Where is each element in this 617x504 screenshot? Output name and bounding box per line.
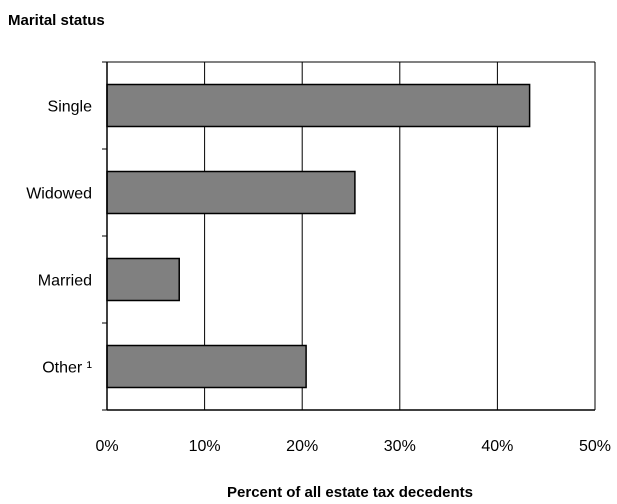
bar	[106, 83, 531, 128]
chart-title: Marital status	[8, 12, 105, 29]
x-tick-label: 20%	[286, 438, 318, 455]
x-tick-label: 30%	[384, 438, 416, 455]
x-axis-title: Percent of all estate tax decedents	[227, 484, 473, 501]
bar	[106, 344, 307, 389]
axes	[102, 61, 595, 411]
category-label: Other ¹	[42, 360, 92, 377]
bars	[106, 83, 531, 389]
bar	[106, 257, 180, 302]
x-tick-label: 40%	[481, 438, 513, 455]
category-label: Single	[48, 99, 93, 116]
x-tick-label: 10%	[189, 438, 221, 455]
labels: 0% 10% 20% 30% 40% 50% Single Widowed Married Oth…	[26, 99, 611, 456]
category-label: Widowed	[26, 186, 92, 203]
category-label: Married	[38, 273, 92, 290]
x-tick-label: 50%	[579, 438, 611, 455]
x-tick-label: 0%	[95, 438, 118, 455]
bar	[106, 170, 356, 215]
